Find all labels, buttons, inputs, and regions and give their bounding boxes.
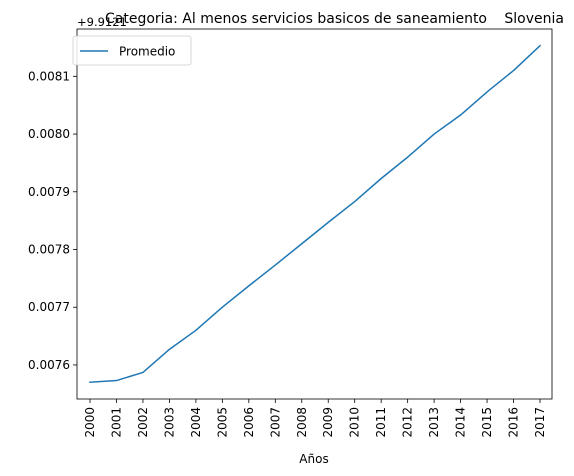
x-tick-label: 2010 xyxy=(348,407,362,438)
x-tick-label: 2015 xyxy=(480,407,494,438)
x-tick-label: 2016 xyxy=(507,407,521,438)
x-tick-label: 2001 xyxy=(109,407,123,438)
y-tick-label: 0.0077 xyxy=(28,300,70,314)
chart-title: Categoria: Al menos servicios basicos de… xyxy=(105,11,487,27)
x-tick-label: 2004 xyxy=(189,407,203,438)
y-offset-label: +9.9121 xyxy=(77,15,127,29)
x-tick-label: 2014 xyxy=(454,407,468,438)
y-tick-label: 0.0081 xyxy=(28,69,70,83)
x-tick-label: 2006 xyxy=(242,407,256,438)
y-tick-label: 0.0076 xyxy=(28,358,70,372)
plot-area xyxy=(76,28,553,400)
x-tick-label: 2008 xyxy=(295,407,309,438)
y-axis: 0.0076 0.0077 0.0078 0.0079 0.0080 0.0081 xyxy=(28,69,77,372)
x-axis: 2000 2001 2002 2003 2004 2005 2006 2007 2008 2009… xyxy=(83,399,547,438)
x-tick-label: 2011 xyxy=(374,407,388,438)
y-tick-label: 0.0078 xyxy=(28,242,70,256)
x-tick-label: 2007 xyxy=(268,407,282,438)
series-layer xyxy=(89,44,542,384)
x-tick-label: 2012 xyxy=(401,407,415,438)
x-tick-label: 2017 xyxy=(533,407,547,438)
x-tick-label: 2005 xyxy=(215,407,229,438)
x-axis-label: Años xyxy=(299,452,328,466)
x-tick-label: 2003 xyxy=(162,407,176,438)
series-line xyxy=(89,44,542,384)
x-tick-label: 2013 xyxy=(427,407,441,438)
x-tick-label: 2009 xyxy=(321,407,335,438)
legend-frame xyxy=(72,35,192,66)
x-tick-label: 2000 xyxy=(83,407,97,438)
legend: Promedio xyxy=(72,35,192,66)
x-tick-label: 2002 xyxy=(136,407,150,438)
y-tick-label: 0.0079 xyxy=(28,185,70,199)
legend-label: Promedio xyxy=(119,45,175,59)
chart-title-right: Slovenia xyxy=(504,11,564,27)
y-tick-label: 0.0080 xyxy=(28,127,70,141)
